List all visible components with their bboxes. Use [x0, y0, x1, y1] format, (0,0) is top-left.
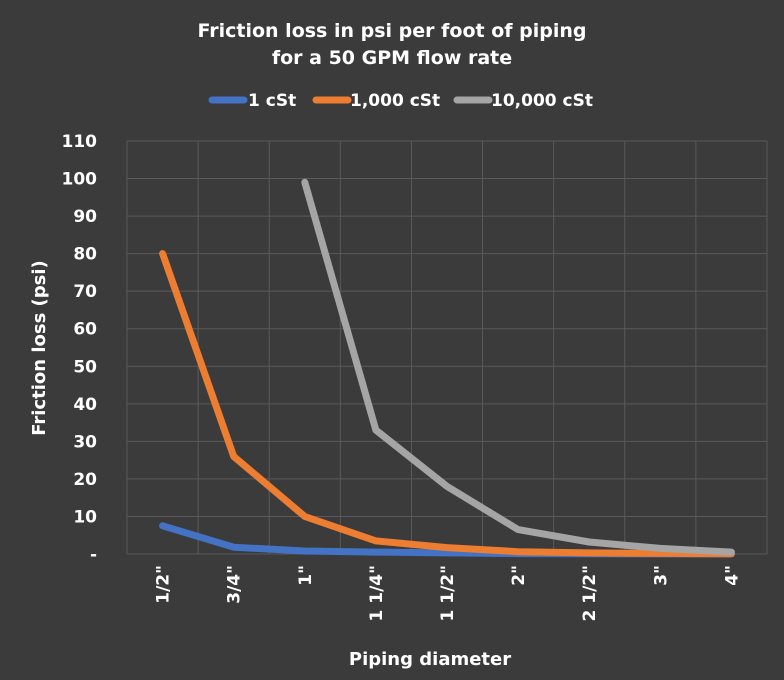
y-tick-label: 50 [73, 357, 97, 377]
legend-label-2: 10,000 cSt [491, 91, 593, 111]
grid [126, 140, 768, 555]
x-tick-label: 2 1/2" [580, 565, 600, 621]
x-tick-label: 4" [722, 565, 742, 586]
legend-label-1: 1,000 cSt [350, 91, 440, 111]
y-tick-label: - [90, 545, 97, 565]
y-tick-label: 110 [62, 132, 98, 152]
y-tick-label: 20 [73, 470, 97, 490]
x-tick-label: 1 1/4" [367, 565, 387, 621]
x-tick-label: 1/2" [154, 565, 174, 604]
series-lines [159, 178, 735, 558]
x-tick-label: 3" [651, 565, 671, 586]
y-tick-label: 70 [73, 282, 97, 302]
x-axis-label: Piping diameter [349, 649, 511, 670]
y-tick-label: 100 [62, 170, 98, 190]
chart-title-line-2: for a 50 GPM flow rate [272, 47, 512, 69]
y-tick-label: 40 [73, 395, 97, 415]
chart-title-line-1: Friction loss in psi per foot of piping [197, 20, 586, 42]
x-tick-label: 3/4" [225, 565, 245, 604]
x-tick-label: 2" [509, 565, 529, 586]
x-tick-label: 1" [296, 565, 316, 586]
y-tick-label: 90 [73, 207, 97, 227]
legend: 1 cSt 1,000 cSt 10,000 cSt [208, 91, 593, 111]
y-tick-label: 60 [73, 320, 97, 340]
y-tick-label: 80 [73, 245, 97, 265]
series-line-2 [301, 178, 735, 556]
legend-label-0: 1 cSt [248, 91, 296, 111]
x-tick-label: 1 1/2" [438, 565, 458, 621]
series-line-1 [159, 250, 735, 558]
y-tick-label: 30 [73, 432, 97, 452]
y-axis-label: Friction loss (psi) [29, 260, 50, 436]
y-tick-label: 10 [73, 507, 97, 527]
axis-ticks: - 10 20 30 40 50 60 70 80 90 100 110 1/2" 3/4" 1" 1 1/4… [62, 132, 743, 621]
